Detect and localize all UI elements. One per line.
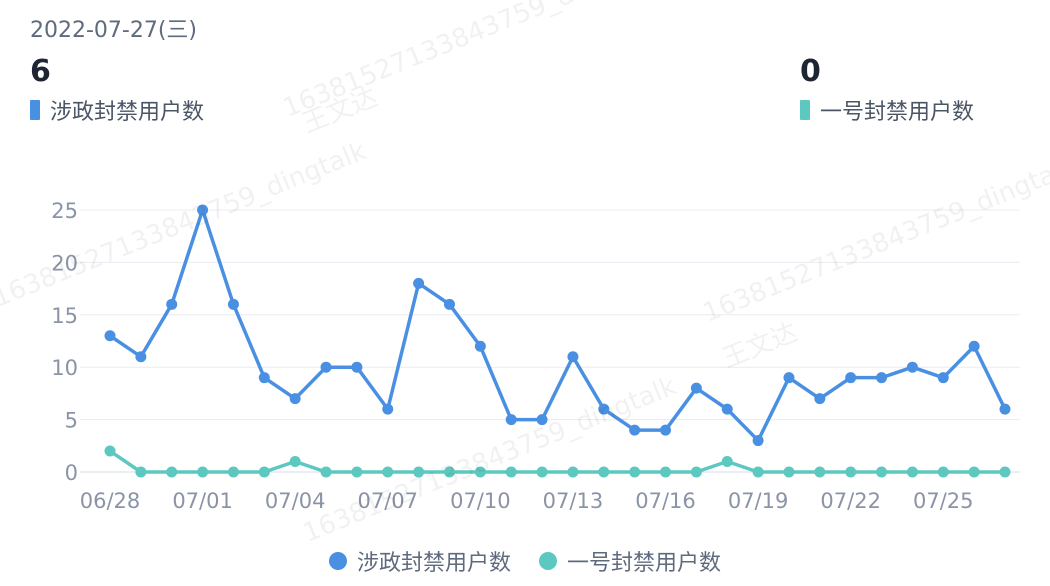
data-point: [783, 372, 794, 383]
data-point: [166, 299, 177, 310]
data-point: [475, 341, 486, 352]
data-point: [259, 372, 270, 383]
x-tick-label: 07/10: [450, 489, 511, 513]
data-point: [722, 404, 733, 415]
data-point: [105, 446, 116, 457]
data-point: [907, 467, 918, 478]
data-point: [938, 467, 949, 478]
data-point: [814, 393, 825, 404]
data-point: [722, 456, 733, 467]
data-point: [197, 467, 208, 478]
legend-label-political-ban: 涉政封禁用户数: [357, 545, 511, 577]
legend-dot-one-number-ban: [539, 552, 557, 570]
legend-dot-political-ban: [329, 552, 347, 570]
data-point: [259, 467, 270, 478]
data-point: [1000, 467, 1011, 478]
data-point: [814, 467, 825, 478]
y-tick-label: 15: [51, 304, 78, 328]
data-point: [506, 467, 517, 478]
legend-item-one-number-ban[interactable]: 一号封禁用户数: [539, 545, 721, 577]
data-point: [135, 351, 146, 362]
data-point: [876, 467, 887, 478]
data-point: [598, 467, 609, 478]
data-point: [876, 372, 887, 383]
data-point: [105, 330, 116, 341]
data-point: [444, 299, 455, 310]
y-tick-label: 20: [51, 251, 78, 275]
x-tick-label: 07/16: [635, 489, 696, 513]
data-point: [598, 404, 609, 415]
data-point: [351, 362, 362, 373]
data-point: [629, 425, 640, 436]
data-point: [969, 467, 980, 478]
y-tick-label: 5: [65, 409, 78, 433]
data-point: [537, 414, 548, 425]
data-point: [969, 341, 980, 352]
series-line: [110, 451, 1005, 472]
data-point: [290, 393, 301, 404]
data-point: [660, 425, 671, 436]
data-point: [475, 467, 486, 478]
x-tick-label: 07/25: [913, 489, 974, 513]
data-point: [506, 414, 517, 425]
x-tick-label: 07/01: [172, 489, 233, 513]
series-line: [110, 210, 1005, 441]
data-point: [135, 467, 146, 478]
data-point: [166, 467, 177, 478]
data-point: [907, 362, 918, 373]
data-point: [660, 467, 671, 478]
x-tick-label: 06/28: [80, 489, 141, 513]
data-point: [321, 362, 332, 373]
data-point: [629, 467, 640, 478]
legend-label-one-number-ban: 一号封禁用户数: [567, 545, 721, 577]
data-point: [567, 351, 578, 362]
data-point: [845, 372, 856, 383]
data-point: [691, 383, 702, 394]
y-tick-label: 0: [65, 461, 78, 485]
legend-item-political-ban[interactable]: 涉政封禁用户数: [329, 545, 511, 577]
x-tick-label: 07/13: [543, 489, 604, 513]
data-point: [753, 467, 764, 478]
data-point: [321, 467, 332, 478]
data-point: [228, 467, 239, 478]
data-point: [845, 467, 856, 478]
x-tick-label: 07/19: [728, 489, 789, 513]
data-point: [938, 372, 949, 383]
data-point: [1000, 404, 1011, 415]
x-tick-label: 07/04: [265, 489, 326, 513]
data-point: [691, 467, 702, 478]
x-tick-label: 07/22: [820, 489, 881, 513]
y-tick-label: 10: [51, 356, 78, 380]
data-point: [351, 467, 362, 478]
data-point: [783, 467, 794, 478]
data-point: [382, 404, 393, 415]
data-point: [413, 278, 424, 289]
data-point: [413, 467, 424, 478]
data-point: [753, 435, 764, 446]
data-point: [567, 467, 578, 478]
chart-legend: 涉政封禁用户数 一号封禁用户数: [0, 545, 1050, 577]
y-tick-label: 25: [51, 199, 78, 223]
data-point: [444, 467, 455, 478]
data-point: [228, 299, 239, 310]
data-point: [382, 467, 393, 478]
data-point: [290, 456, 301, 467]
data-point: [537, 467, 548, 478]
x-tick-label: 07/07: [357, 489, 418, 513]
data-point: [197, 205, 208, 216]
